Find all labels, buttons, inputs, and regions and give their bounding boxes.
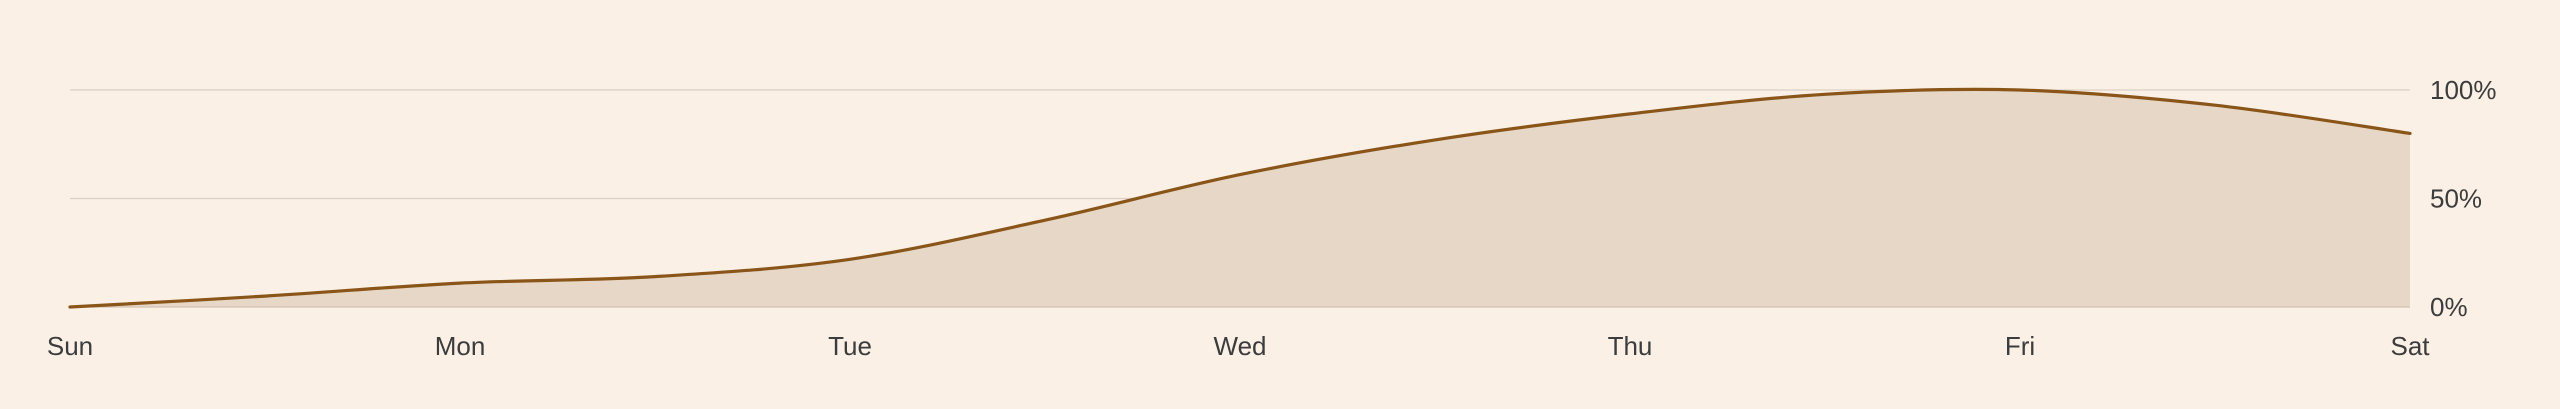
y-tick-label-0: 0% bbox=[2430, 292, 2468, 322]
x-tick-label-fri: Fri bbox=[2005, 331, 2035, 361]
x-tick-label-sat: Sat bbox=[2390, 331, 2430, 361]
x-tick-label-sun: Sun bbox=[47, 331, 93, 361]
x-tick-label-tue: Tue bbox=[828, 331, 872, 361]
x-tick-label-wed: Wed bbox=[1214, 331, 1267, 361]
y-tick-label-100: 100% bbox=[2430, 75, 2497, 105]
y-tick-label-50: 50% bbox=[2430, 184, 2482, 214]
x-tick-label-mon: Mon bbox=[435, 331, 486, 361]
x-tick-label-thu: Thu bbox=[1608, 331, 1653, 361]
